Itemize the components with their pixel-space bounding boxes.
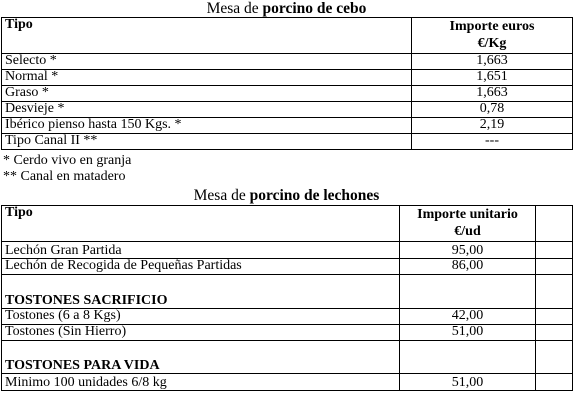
lechones-title: Mesa de porcino de lechones (0, 187, 573, 205)
lechones-header-importe: Importe unitario €/ud (399, 205, 536, 242)
cebo-tipo-cell: Tipo Canal II ** (1, 133, 412, 150)
lechones-empty-cell (399, 340, 536, 374)
table-row: Lechón de Recogida de Pequeñas Partidas … (1, 258, 573, 275)
table-row: Tipo Canal II ** --- (1, 133, 573, 150)
table-row: Normal * 1,651 (1, 69, 573, 86)
lechones-empty-cell (535, 258, 573, 275)
section-tostones-sacrificio: TOSTONES SACRIFICIO (1, 274, 400, 309)
cebo-title-prefix: Mesa de (206, 0, 263, 17)
section-tostones-vida: TOSTONES PARA VIDA (1, 340, 400, 374)
lechones-title-prefix: Mesa de (193, 187, 250, 204)
lechones-valor-cell: 95,00 (399, 241, 536, 259)
lechones-empty-cell (535, 205, 573, 242)
lechones-tipo-cell: Lechón Gran Partida (1, 241, 400, 259)
cebo-valor-cell: 1,663 (411, 53, 573, 70)
lechones-valor-cell: 51,00 (399, 324, 536, 341)
cebo-tipo-cell: Normal * (1, 69, 412, 86)
lechones-tipo-cell: Tostones (Sin Hierro) (1, 324, 400, 341)
table-row: Minimo 100 unidades 6/8 kg 51,00 (1, 373, 573, 391)
section-row: TOSTONES SACRIFICIO (1, 274, 573, 309)
lechones-table: Tipo Importe unitario €/ud Lechón Gran P… (1, 205, 573, 391)
lechones-empty-cell (535, 324, 573, 341)
cebo-tipo-cell: Selecto * (1, 53, 412, 70)
table-row: Desvieje * 0,78 (1, 101, 573, 118)
cebo-header-row: Tipo Importe euros €/Kg (1, 17, 573, 54)
table-row: Lechón Gran Partida 95,00 (1, 241, 573, 259)
cebo-tipo-cell: Desvieje * (1, 101, 412, 118)
cebo-header-tipo: Tipo (1, 17, 412, 54)
lechones-tipo-cell: Minimo 100 unidades 6/8 kg (1, 373, 400, 391)
lechones-empty-cell (399, 274, 536, 309)
cebo-header-importe: Importe euros €/Kg (411, 17, 573, 54)
lechones-valor-cell: 42,00 (399, 308, 536, 325)
lechones-empty-cell (535, 241, 573, 259)
lechones-empty-cell (535, 308, 573, 325)
note-cerdo-vivo: * Cerdo vivo en granja (3, 153, 132, 168)
lechones-title-bold: porcino de lechones (249, 187, 380, 204)
lechones-empty-cell (535, 274, 573, 309)
cebo-tipo-cell: Graso * (1, 85, 412, 102)
lechones-empty-cell (535, 340, 573, 374)
table-row: Tostones (6 a 8 Kgs) 42,00 (1, 308, 573, 325)
cebo-valor-cell: 1,651 (411, 69, 573, 86)
cebo-valor-cell: 0,78 (411, 101, 573, 118)
cebo-header-importe-line2: €/Kg (477, 36, 507, 51)
lechones-valor-cell: 51,00 (399, 373, 536, 391)
cebo-valor-cell: --- (411, 133, 573, 150)
lechones-tipo-cell: Tostones (6 a 8 Kgs) (1, 308, 400, 325)
lechones-valor-cell: 86,00 (399, 258, 536, 275)
cebo-tipo-cell: Ibérico pienso hasta 150 Kgs. * (1, 117, 412, 134)
cebo-title: Mesa de porcino de cebo (0, 0, 573, 18)
cebo-title-bold: porcino de cebo (262, 0, 367, 17)
lechones-header-importe-line2: €/ud (454, 224, 481, 239)
table-row: Tostones (Sin Hierro) 51,00 (1, 324, 573, 341)
lechones-header-tipo: Tipo (1, 205, 400, 242)
cebo-table: Tipo Importe euros €/Kg Selecto * 1,663 … (1, 17, 573, 150)
cebo-header-importe-line1: Importe euros (449, 19, 535, 34)
lechones-tipo-cell: Lechón de Recogida de Pequeñas Partidas (1, 258, 400, 275)
lechones-empty-cell (535, 373, 573, 391)
cebo-valor-cell: 1,663 (411, 85, 573, 102)
lechones-header-row: Tipo Importe unitario €/ud (1, 205, 573, 242)
lechones-header-importe-line1: Importe unitario (417, 207, 518, 222)
note-canal: ** Canal en matadero (3, 169, 126, 184)
table-row: Ibérico pienso hasta 150 Kgs. * 2,19 (1, 117, 573, 134)
table-row: Graso * 1,663 (1, 85, 573, 102)
section-row: TOSTONES PARA VIDA (1, 340, 573, 374)
cebo-valor-cell: 2,19 (411, 117, 573, 134)
table-row: Selecto * 1,663 (1, 53, 573, 70)
